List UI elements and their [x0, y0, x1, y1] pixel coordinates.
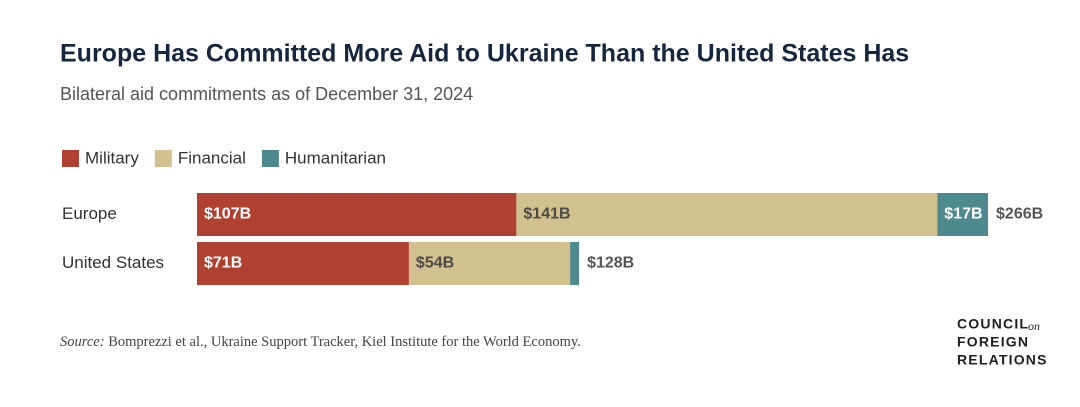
bar-segment: [197, 193, 517, 236]
legend-swatch: [62, 150, 79, 167]
total-label: $128B: [587, 255, 634, 272]
value-label: $54B: [416, 255, 454, 272]
legend-label: Military: [85, 148, 139, 167]
source: Source: Bomprezzi et al., Ukraine Suppor…: [60, 334, 581, 350]
category-label: Europe: [62, 204, 117, 223]
bar-segment: [197, 242, 409, 285]
source-text: Bomprezzi et al., Ukraine Support Tracke…: [108, 334, 581, 350]
bar-segment: [937, 193, 989, 236]
legend-label: Financial: [178, 148, 246, 167]
bar-segment: [516, 193, 938, 236]
legend-label: Humanitarian: [285, 148, 386, 167]
logo-line: COUNCIL: [957, 316, 1029, 332]
category-label: United States: [62, 253, 164, 272]
chart-title: Europe Has Committed More Aid to Ukraine…: [60, 40, 909, 68]
chart-subtitle: Bilateral aid commitments as of December…: [60, 84, 473, 104]
source-label: Source:: [60, 334, 105, 350]
value-label: $17B: [944, 206, 982, 223]
logo-line: FOREIGN: [957, 334, 1029, 350]
legend-swatch: [154, 150, 172, 167]
logo-line: RELATIONS: [957, 352, 1048, 368]
logo-on: on: [1028, 319, 1040, 333]
value-label: $71B: [204, 255, 242, 272]
value-label: $141B: [523, 206, 570, 223]
legend-swatch: [261, 150, 279, 167]
value-label: $107B: [204, 206, 251, 223]
bar-segment: [408, 242, 571, 285]
bar-segment: [570, 242, 580, 285]
total-label: $266B: [996, 206, 1043, 223]
